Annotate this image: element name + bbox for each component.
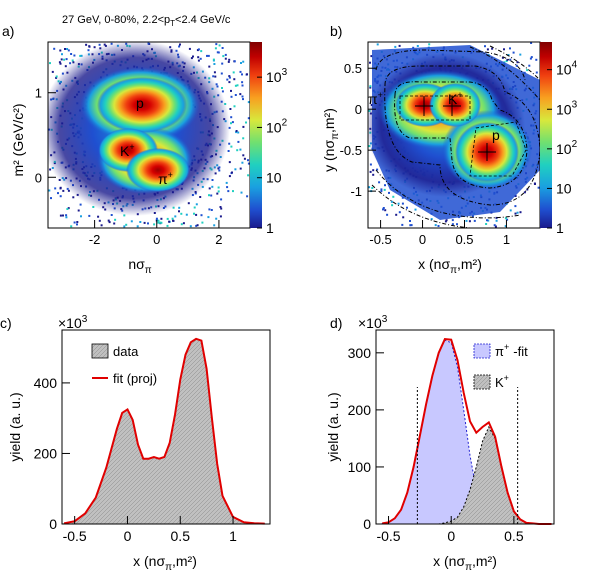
panel-b-xtick-label: 0 <box>419 232 426 247</box>
panel-d-plot: -0.5 0 0.5 0 100 200 300 <box>348 338 552 544</box>
panel-b-heatmap <box>368 42 540 228</box>
peak-label-p: p <box>136 95 144 111</box>
panel-a-xlabel: nσπ <box>128 256 151 276</box>
panel-b-axes: -0.5 0 0.5 1 0.5 0 -0.5 -1 <box>340 61 510 247</box>
panel-a-colorbar-label: 103 <box>266 67 288 85</box>
panel-c-legend: data fit (proj) <box>91 343 157 386</box>
panel-a-colorbar-label: 102 <box>266 117 288 135</box>
legend-kaon-label: K+ <box>495 373 509 390</box>
peak-label-k-b: K+ <box>448 90 463 107</box>
panel-b-ytick-label: -1 <box>350 184 362 199</box>
panel-a-xtick-label: 0 <box>153 232 160 247</box>
panel-a-colorbar-label: 10 <box>266 170 282 186</box>
panel-d-xlabel: x (nσπ,m²) <box>433 553 497 573</box>
peak-label-pi-b: π+ <box>368 90 383 107</box>
panel-a: a) 27 GeV, 0-80%, 2.2<pT<2.4 GeV/c p K+ … <box>2 14 288 276</box>
pion-fit-area <box>381 339 552 525</box>
panel-b: b) <box>321 23 578 276</box>
panel-b-ytick-label: -0.5 <box>340 143 362 158</box>
panel-c-xtick-label: 0.5 <box>171 528 191 544</box>
panel-b-contours <box>371 45 540 228</box>
panel-c-tag: c) <box>0 315 12 331</box>
panel-a-xtick-label: -2 <box>89 232 101 247</box>
legend-pion-swatch <box>473 343 491 359</box>
panel-b-colorbar-label: 1 <box>556 220 564 236</box>
data-histogram <box>63 338 266 525</box>
panel-b-xtick-label: -0.5 <box>369 232 391 247</box>
peak-label-k: K+ <box>120 142 135 159</box>
panel-a-xtick-label: 2 <box>215 232 222 247</box>
panel-c-ylabel: yield (a. u.) <box>7 392 23 461</box>
panel-b-peak-markers <box>399 95 527 177</box>
panel-a-ylabel: m² (GeV/c²) <box>10 103 26 176</box>
panel-c-scale: ×103 <box>58 314 88 331</box>
panel-b-colorbar-label: 104 <box>556 60 578 78</box>
panel-d-ytick-label: 200 <box>348 402 372 418</box>
panel-c: c) ×103 -0.5 0 0.5 1 0 200 400 data fit (proj)… <box>0 314 271 573</box>
panel-d-frame <box>375 329 555 525</box>
panel-d-xtick-label: 0 <box>447 528 455 544</box>
panel-a-colorbar-label: 1 <box>266 220 274 236</box>
panel-b-xtick-label: 1 <box>503 232 510 247</box>
panel-a-ytick-label: 1 <box>35 86 42 101</box>
legend-fit-label: fit (proj) <box>113 371 157 386</box>
panel-d: d) ×103 -0.5 0 0.5 0 100 200 300 π+ -fit K+ x (… <box>325 314 555 573</box>
panel-b-colorbar-label: 10 <box>556 180 572 196</box>
panel-b-xlabel: x (nσπ,m²) <box>418 256 482 276</box>
panel-d-ytick-label: 300 <box>348 345 372 361</box>
panel-b-colorbar <box>540 42 552 228</box>
panel-c-xtick-label: 0 <box>124 528 132 544</box>
panel-c-ytick-label: 0 <box>49 516 57 532</box>
panel-d-tag: d) <box>330 315 342 331</box>
legend-data-label: data <box>113 344 139 359</box>
panel-b-ytick-label: 0 <box>355 102 362 117</box>
panel-d-ytick-label: 100 <box>348 459 372 475</box>
peak-label-p-b: p <box>492 127 500 143</box>
panel-c-xtick-label: -0.5 <box>63 528 87 544</box>
panel-a-title: 27 GeV, 0-80%, 2.2<pT<2.4 GeV/c <box>62 14 231 28</box>
panel-c-ytick-label: 200 <box>34 445 58 461</box>
peak-label-pi: π+ <box>158 170 173 187</box>
panel-c-xlabel: x (nσπ,m²) <box>133 553 197 573</box>
legend-data-swatch <box>91 343 109 359</box>
panel-d-ytick-label: 0 <box>363 516 371 532</box>
panel-b-xtick-label: 0.5 <box>455 232 473 247</box>
panel-d-ylabel: yield (a. u.) <box>325 392 341 461</box>
panel-d-legend: π+ -fit K+ <box>473 342 528 390</box>
legend-pion-label: π+ -fit <box>495 342 528 359</box>
panel-b-colorbar-label: 103 <box>556 99 578 117</box>
panel-c-xtick-label: 1 <box>229 528 237 544</box>
panel-b-ytick-label: 0.5 <box>344 61 362 76</box>
panel-a-heatmap <box>48 42 250 228</box>
legend-kaon-swatch <box>473 374 491 390</box>
panel-d-scale: ×103 <box>358 314 388 331</box>
panel-a-axes: -2 0 2 0 1 <box>35 86 223 247</box>
panel-c-ytick-label: 400 <box>34 375 58 391</box>
panel-d-xtick-label: 0.5 <box>504 528 524 544</box>
panel-d-xtick-label: -0.5 <box>376 528 400 544</box>
panel-a-ytick-label: 0 <box>35 170 42 185</box>
panel-a-tag: a) <box>2 23 14 39</box>
panel-c-plot: -0.5 0 0.5 1 0 200 400 <box>34 337 266 544</box>
panel-a-colorbar <box>250 42 262 228</box>
panel-b-colorbar-label: 102 <box>556 139 578 157</box>
panel-b-tag: b) <box>330 23 342 39</box>
panel-c-frame <box>61 329 271 525</box>
fit-curve <box>63 337 265 525</box>
total-fit-curve <box>382 338 552 525</box>
panel-b-ylabel: y (nσπ,m²) <box>321 108 341 172</box>
